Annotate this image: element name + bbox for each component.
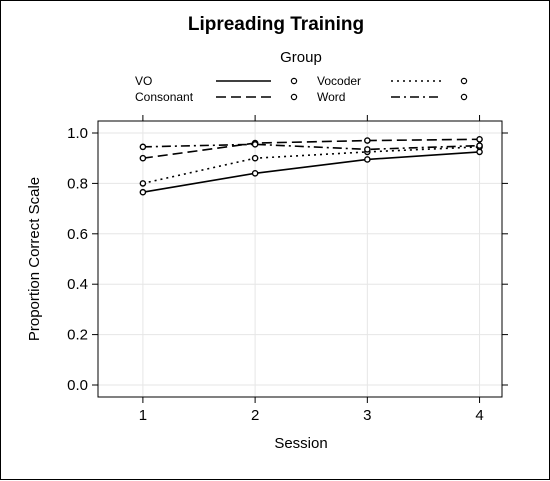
y-tick-label-1.0: 1.0 <box>67 125 88 142</box>
x-tick-label-1: 1 <box>139 407 147 424</box>
grid <box>98 121 502 397</box>
y-axis-label: Proportion Correct Scale <box>26 177 43 341</box>
point-vo-2 <box>251 170 259 177</box>
point-word-1 <box>139 143 147 151</box>
point-consonant-3 <box>364 137 371 144</box>
x-tick-label-4: 4 <box>475 407 483 424</box>
point-consonant-1 <box>139 154 147 162</box>
series-line-consonant <box>142 138 480 159</box>
point-word-3 <box>364 146 371 153</box>
y-tick-label-0.4: 0.4 <box>67 276 88 293</box>
legend-label-vocoder: Vocoder <box>317 74 361 88</box>
series-line-word <box>142 143 480 151</box>
point-word-4 <box>476 142 483 149</box>
legend-label-consonant: Consonant <box>135 90 194 104</box>
series-line-vocoder <box>142 146 480 185</box>
legend-marker-word <box>460 93 468 101</box>
point-word-2 <box>251 141 259 148</box>
point-vocoder-1 <box>139 180 147 187</box>
x-tick-label-3: 3 <box>363 407 371 424</box>
legend-marker-vo <box>290 77 298 85</box>
point-consonant-4 <box>476 135 483 143</box>
point-vocoder-2 <box>251 154 259 162</box>
legend-marker-consonant <box>290 93 298 101</box>
y-tick-label-0.0: 0.0 <box>67 377 88 394</box>
x-axis-label: Session <box>274 435 327 452</box>
y-tick-label-0.6: 0.6 <box>67 226 88 243</box>
x-tick-label-2: 2 <box>251 407 259 424</box>
point-vo-3 <box>364 156 371 163</box>
legend-marker-vocoder <box>460 77 468 85</box>
legend-label-vo: VO <box>135 74 152 88</box>
series-line-vo <box>142 151 480 194</box>
legend: Group VO Vocoder Consonant Word <box>135 49 468 104</box>
legend-label-word: Word <box>317 90 345 104</box>
plot-panel <box>97 120 503 398</box>
series-layer <box>139 135 483 196</box>
chart-title: Lipreading Training <box>188 14 364 35</box>
legend-title: Group <box>280 49 322 66</box>
y-tick-label-0.2: 0.2 <box>67 327 88 344</box>
y-tick-label-0.8: 0.8 <box>67 175 88 192</box>
point-vo-1 <box>139 188 147 196</box>
axes: 0.0 0.2 0.4 0.6 0.8 1.0 1 2 3 4 <box>67 115 508 424</box>
